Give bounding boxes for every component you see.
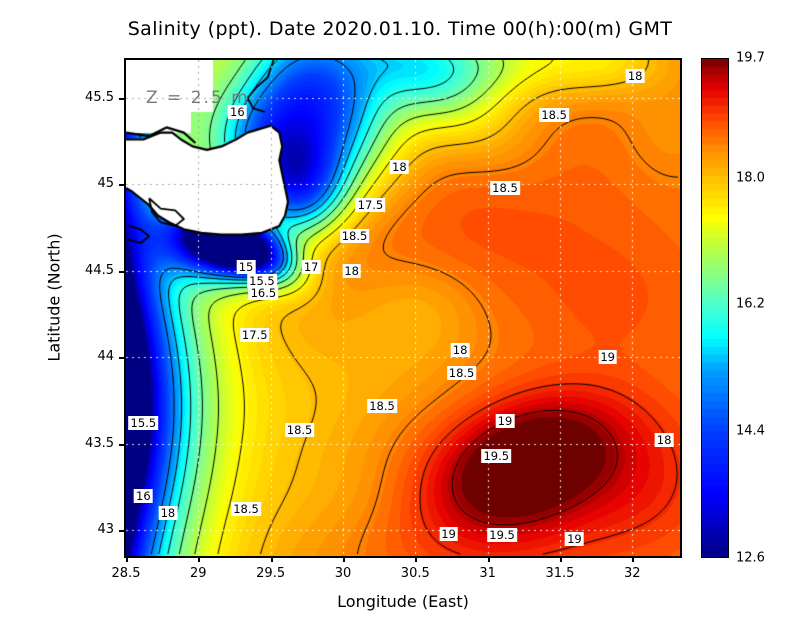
colorbar-tick-label: 19.7 xyxy=(736,50,765,66)
x-tick xyxy=(415,556,418,562)
y-tick xyxy=(119,357,125,360)
x-tick-label: 29 xyxy=(190,566,207,581)
y-tick xyxy=(119,443,125,446)
contour-label: 18 xyxy=(158,505,178,520)
x-tick xyxy=(632,556,635,562)
x-axis-label: Longitude (East) xyxy=(337,592,469,611)
y-tick-label: 44.5 xyxy=(85,262,114,278)
contour-label: 18 xyxy=(450,343,470,358)
x-tick xyxy=(342,556,345,562)
contour-label: 18 xyxy=(625,68,645,83)
y-tick-label: 43 xyxy=(97,522,114,538)
colorbar-tick-label: 16.2 xyxy=(736,296,765,312)
contour-label: 18.5 xyxy=(367,398,397,413)
contour-label: 19 xyxy=(495,414,515,429)
contour-label: 18 xyxy=(342,263,361,278)
contour-label: 18 xyxy=(390,160,409,175)
y-tick-label: 45 xyxy=(97,176,114,192)
y-tick xyxy=(119,270,125,273)
contour-label: 19 xyxy=(565,531,584,546)
x-tick-label: 31.5 xyxy=(545,566,575,581)
colorbar-gradient xyxy=(702,59,728,557)
contour-label: 19 xyxy=(439,526,458,541)
contour-label: 16.5 xyxy=(248,286,279,301)
colorbar xyxy=(701,58,729,558)
contour-label: 19.5 xyxy=(481,448,512,463)
contour-label: 15.5 xyxy=(128,415,159,430)
contour-label: 18.5 xyxy=(446,365,477,380)
contour-label: 17 xyxy=(301,260,321,275)
contour-label: 18.5 xyxy=(490,180,520,195)
x-tick-label: 30 xyxy=(334,566,352,581)
x-tick-label: 29.5 xyxy=(256,566,286,581)
contour-label: 18.5 xyxy=(231,502,261,517)
contour-label: 19 xyxy=(598,350,617,365)
y-tick xyxy=(119,98,125,101)
x-tick xyxy=(487,556,490,562)
x-tick-label: 28.5 xyxy=(111,566,141,581)
x-tick xyxy=(198,556,201,562)
y-tick xyxy=(119,184,125,187)
y-tick xyxy=(119,530,125,533)
y-axis-label: Latitude (North) xyxy=(44,233,64,362)
contour-label: 18.5 xyxy=(339,229,370,244)
colorbar-tick-label: 14.4 xyxy=(736,423,765,439)
contour-label: 17.5 xyxy=(239,327,270,342)
colorbar-tick-label: 12.6 xyxy=(736,550,765,566)
salinity-field-canvas xyxy=(126,60,680,556)
x-tick-label: 32 xyxy=(623,566,641,581)
contour-label: 16 xyxy=(134,488,153,503)
contour-label: 16 xyxy=(228,104,247,119)
y-tick-label: 43.5 xyxy=(85,435,114,451)
depth-annotation: Z = 2.5 m xyxy=(146,88,250,108)
contour-label: 15 xyxy=(236,260,256,275)
x-tick xyxy=(559,556,562,562)
x-tick-label: 30.5 xyxy=(400,566,430,581)
contour-label: 19.5 xyxy=(487,528,517,543)
contour-label: 18 xyxy=(654,433,674,448)
contour-label: 15.5 xyxy=(247,274,277,289)
contour-label: 18.5 xyxy=(539,108,569,123)
page-title: Salinity (ppt). Date 2020.01.10. Time 00… xyxy=(127,18,673,40)
contour-label: 17.5 xyxy=(355,198,386,213)
y-tick-label: 44 xyxy=(97,349,114,365)
x-tick xyxy=(270,556,273,562)
colorbar-tick-label: 18.0 xyxy=(736,170,765,186)
contour-label: 18.5 xyxy=(284,422,315,437)
salinity-map-plot xyxy=(124,58,682,558)
x-tick-label: 31 xyxy=(479,566,496,581)
x-tick xyxy=(126,556,128,562)
y-tick-label: 45.5 xyxy=(85,90,114,106)
